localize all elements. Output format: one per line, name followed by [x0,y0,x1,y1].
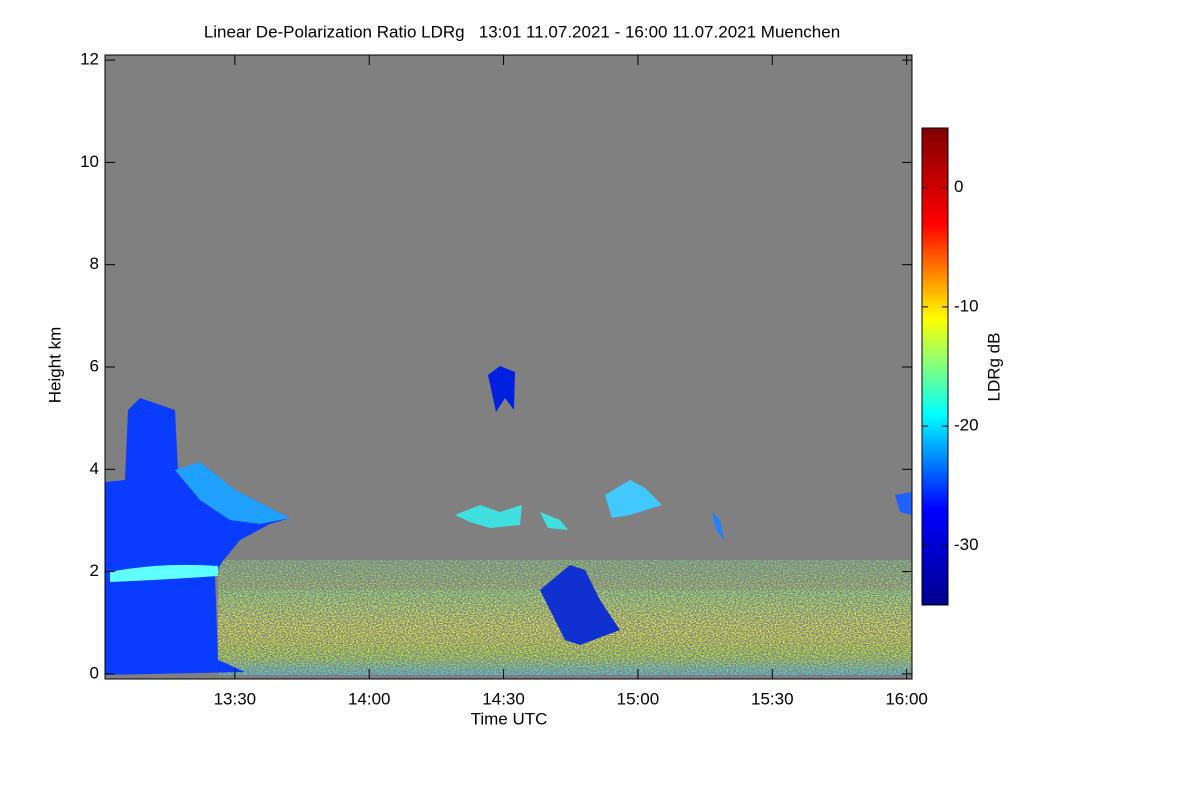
y-tick-label: 2 [90,561,99,580]
y-tick-label: 8 [90,254,99,273]
colorbar-label: LDRg dB [984,333,1003,402]
x-axis-label: Time UTC [471,709,548,728]
colorbar-tick-label: 0 [954,177,963,196]
x-tick-label: 13:30 [214,689,257,708]
colorbar-tick-label: -30 [954,535,979,554]
y-tick-label: 0 [90,663,99,682]
colorbar-tick-label: -10 [954,296,979,315]
chart-title: Linear De-Polarization Ratio LDRg 13:01 … [204,22,840,41]
x-tick-label: 14:30 [482,689,525,708]
y-tick-label: 6 [90,356,99,375]
colorbar [921,127,949,606]
x-tick-label: 14:00 [348,689,391,708]
x-tick-label: 15:30 [751,689,794,708]
x-tick-label: 15:00 [617,689,660,708]
y-tick-label: 10 [80,152,99,171]
y-tick-label: 12 [80,50,99,69]
x-tick-label: 16:00 [885,689,928,708]
y-axis-label: Height km [45,327,64,404]
lidar-image [105,366,912,675]
colorbar-tick-label: -20 [954,416,979,435]
y-tick-label: 4 [90,459,99,478]
